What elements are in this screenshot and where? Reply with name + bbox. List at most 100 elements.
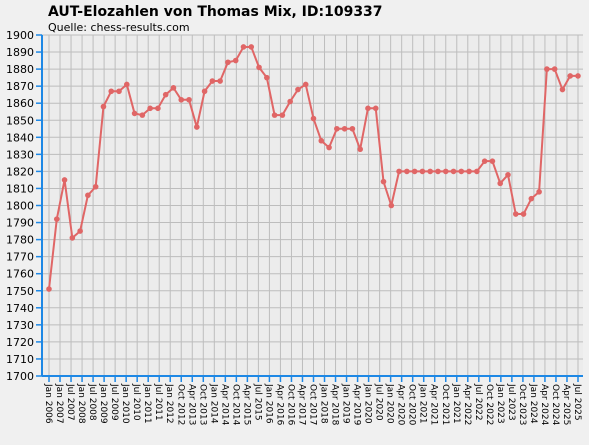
x-tick-label: Oct 2023	[517, 384, 527, 425]
data-point	[225, 59, 231, 66]
x-tick-label: Jan 2008	[76, 383, 86, 424]
data-point	[85, 192, 91, 199]
data-point	[302, 81, 309, 88]
data-point	[201, 88, 208, 95]
x-tick-label: Apr 2020	[396, 384, 406, 426]
data-point	[240, 44, 247, 50]
x-tick-label: Jul 2022	[473, 383, 483, 421]
data-point	[271, 112, 278, 118]
data-point	[419, 168, 426, 175]
x-tick-label: Apr 2025	[561, 384, 571, 425]
x-tick-label: Oct 2014	[230, 384, 240, 426]
data-point	[388, 202, 395, 209]
x-tick-label: Jul 2009	[109, 383, 119, 421]
y-axis-ticks: 1700 1710 1720 1730 1740 1750 1760 1770 1780 1790…	[6, 29, 42, 383]
x-tick-label: Jul 2020	[374, 383, 384, 421]
x-tick-label: Apr 2016	[274, 384, 284, 426]
x-tick-label: Jan 2006	[43, 383, 53, 424]
data-point	[442, 168, 449, 175]
data-point	[100, 103, 107, 110]
data-point	[116, 88, 122, 95]
data-point	[209, 78, 216, 84]
x-tick-label: Jan 2021	[451, 383, 461, 424]
data-point	[162, 91, 169, 98]
data-point	[61, 177, 68, 183]
x-tick-label: Jan 2007	[54, 383, 64, 424]
x-tick-label: Apr 2013	[186, 384, 196, 425]
y-tick-label: 1880	[6, 63, 34, 76]
data-point	[450, 168, 457, 175]
data-point	[372, 105, 379, 112]
data-point	[194, 124, 200, 130]
data-point	[458, 168, 465, 175]
x-tick-label: Oct 2024	[550, 384, 560, 426]
data-point	[108, 88, 115, 95]
data-point	[264, 74, 270, 81]
data-point	[287, 98, 293, 105]
data-point	[551, 66, 558, 72]
data-point	[248, 44, 255, 50]
y-tick-label: 1700	[6, 370, 34, 383]
data-point	[217, 78, 223, 84]
data-point	[380, 178, 387, 185]
data-point	[357, 146, 363, 153]
data-point	[528, 195, 535, 202]
x-tick-label: Jan 2016	[263, 383, 273, 424]
x-tick-label: Apr 2021	[429, 384, 439, 425]
data-point	[396, 168, 402, 175]
data-point	[53, 216, 60, 222]
x-tick-label: Oct 2021	[440, 384, 450, 425]
y-tick-label: 1830	[6, 148, 34, 161]
data-point	[559, 86, 566, 93]
x-axis-ticks: Jan 2006 Jan 2007 Jul 2007 Jan 2008 Jul 2008…	[43, 376, 582, 426]
x-tick-label: Apr 2019	[352, 384, 362, 426]
x-tick-label: Jan 2019	[341, 383, 351, 424]
data-point	[505, 172, 511, 178]
data-point	[155, 105, 161, 112]
x-tick-label: Jan 2020	[385, 383, 395, 424]
data-point	[279, 112, 286, 118]
x-tick-label: Oct 2020	[407, 384, 417, 426]
y-tick-label: 1790	[6, 217, 34, 230]
data-point	[256, 64, 262, 71]
data-point	[186, 96, 192, 103]
data-point	[575, 73, 581, 79]
y-tick-label: 1850	[6, 114, 34, 127]
x-tick-label: Jan 2020	[363, 383, 373, 424]
x-tick-label: Jul 2025	[572, 383, 582, 421]
data-point	[544, 66, 550, 72]
data-point	[318, 137, 325, 144]
data-point	[92, 183, 99, 190]
x-tick-label: Oct 2013	[197, 384, 207, 425]
data-point	[466, 168, 472, 175]
x-tick-label: Jan 2021	[418, 383, 428, 424]
data-point	[497, 180, 504, 187]
data-point	[170, 85, 177, 91]
y-tick-label: 1760	[6, 268, 34, 281]
data-point	[474, 168, 480, 175]
chart-title: AUT-Elozahlen von Thomas Mix, ID:109337	[48, 4, 383, 20]
x-tick-label: Jul 2008	[87, 383, 97, 421]
x-tick-label: Jan 2024	[528, 383, 538, 424]
y-tick-label: 1720	[6, 336, 34, 349]
y-tick-label: 1740	[6, 302, 34, 315]
data-point	[295, 86, 301, 93]
x-tick-label: Oct 2016	[285, 384, 295, 426]
x-tick-label: Oct 2022	[484, 384, 494, 425]
data-point	[123, 81, 130, 88]
x-tick-label: Jan 2010	[120, 383, 130, 424]
x-tick-label: Jan 2014	[208, 383, 218, 424]
data-point	[69, 235, 76, 241]
x-tick-label: Jan 2023	[495, 383, 505, 424]
y-tick-label: 1780	[6, 234, 34, 247]
y-tick-label: 1840	[6, 131, 34, 144]
y-tick-label: 1730	[6, 319, 34, 332]
y-tick-label: 1860	[6, 97, 34, 110]
data-point	[147, 105, 153, 112]
y-tick-label: 1890	[6, 46, 34, 59]
data-point	[404, 168, 410, 175]
data-point	[334, 125, 340, 132]
x-tick-label: Oct 2017	[308, 384, 318, 425]
data-point	[567, 73, 574, 79]
